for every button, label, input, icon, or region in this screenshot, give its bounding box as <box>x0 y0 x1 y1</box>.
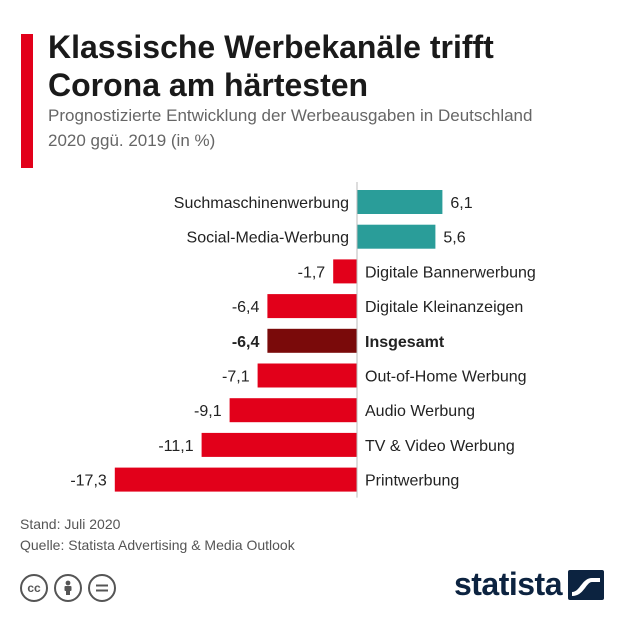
nd-icon <box>88 574 116 602</box>
statista-logo[interactable]: statista <box>454 566 604 603</box>
bar-6 <box>229 398 357 423</box>
bar-chart: Suchmaschinenwerbung 6,1 Social-Media-Werb… <box>70 182 536 498</box>
value-label-6: -9,1 <box>194 403 222 420</box>
value-label-4: -6,4 <box>232 334 260 351</box>
value-label-1: 5,6 <box>443 230 465 247</box>
license-icons: cc <box>20 574 116 602</box>
bar-2 <box>333 259 357 284</box>
bar-4 <box>267 328 357 353</box>
bar-1 <box>357 224 436 249</box>
value-label-2: -1,7 <box>298 264 326 281</box>
category-label-1: Social-Media-Werbung <box>187 230 349 247</box>
value-label-5: -7,1 <box>222 369 250 386</box>
category-label-2: Digitale Bannerwerbung <box>365 264 536 281</box>
footer: Stand: Juli 2020 Quelle: Statista Advert… <box>20 514 295 556</box>
category-label-8: Printwerbung <box>365 473 459 490</box>
category-label-6: Audio Werbung <box>365 403 475 420</box>
value-label-8: -17,3 <box>70 473 107 490</box>
chart-subtitle: Prognostizierte Entwicklung der Werbeaus… <box>48 106 533 150</box>
brand-name: statista <box>453 566 563 602</box>
category-label-7: TV & Video Werbung <box>365 438 515 455</box>
category-label-4: Insgesamt <box>365 334 445 351</box>
accent-bar <box>21 34 33 168</box>
bar-8 <box>114 467 357 492</box>
statista-mark-icon <box>568 569 604 600</box>
bar-7 <box>201 432 357 457</box>
value-label-3: -6,4 <box>232 299 260 316</box>
cc-icon: cc <box>20 574 48 602</box>
by-icon <box>54 574 82 602</box>
source-text: Quelle: Statista Advertising & Media Out… <box>20 537 295 553</box>
category-label-3: Digitale Kleinanzeigen <box>365 299 523 316</box>
stand-text: Stand: Juli 2020 <box>20 516 121 532</box>
value-label-0: 6,1 <box>450 195 472 212</box>
bar-3 <box>267 294 357 319</box>
category-label-5: Out-of-Home Werbung <box>365 369 527 386</box>
chart-title: Klassische Werbekanäle trifft Corona am … <box>48 29 494 103</box>
bar-0 <box>357 190 443 214</box>
category-label-0: Suchmaschinenwerbung <box>174 195 349 212</box>
value-label-7: -11,1 <box>158 438 193 455</box>
bar-5 <box>257 363 357 388</box>
